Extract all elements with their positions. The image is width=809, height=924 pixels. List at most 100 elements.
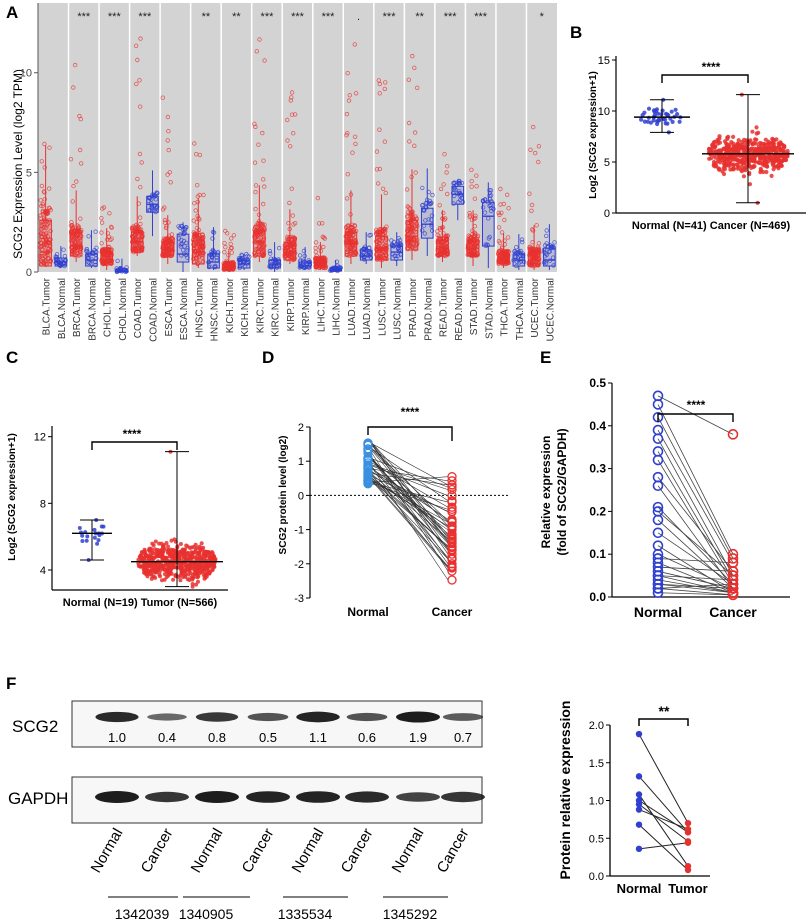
tumor-point (684, 866, 692, 874)
data-point (659, 112, 664, 117)
data-point (285, 257, 290, 262)
significance-marker: *** (108, 11, 122, 23)
data-point (86, 234, 91, 239)
data-point (210, 567, 215, 572)
data-point (721, 171, 727, 177)
data-point (662, 117, 668, 122)
blot-band-scg2 (396, 711, 440, 723)
data-point (179, 237, 184, 243)
normal-point (635, 730, 643, 738)
data-point (48, 228, 53, 234)
data-point (99, 241, 104, 246)
data-point (252, 160, 258, 165)
data-point (189, 545, 194, 550)
sample-id-label: 1342039 (115, 906, 170, 922)
pair-line (657, 438, 734, 576)
data-point (199, 243, 204, 249)
data-point (133, 43, 139, 48)
data-point (196, 552, 201, 557)
blot-band-scg2 (346, 712, 388, 722)
data-point (107, 211, 112, 216)
x-tick-label: LUSC.Tumor (377, 277, 388, 336)
data-point (170, 236, 175, 241)
data-point (190, 582, 195, 586)
data-point (288, 98, 293, 103)
x-category-label: Tumor (668, 881, 707, 896)
data-point (191, 566, 196, 571)
data-point (771, 163, 776, 168)
data-point (185, 544, 190, 549)
data-point (137, 104, 143, 109)
data-point (167, 240, 173, 245)
panel-label-c: C (6, 348, 18, 367)
data-point (169, 555, 174, 560)
data-point (198, 253, 203, 258)
data-point (70, 199, 75, 204)
significance-bracket (91, 441, 178, 450)
y-tick-label: 2.0 (589, 720, 604, 732)
x-tick-label: BLCA.Normal (57, 278, 68, 339)
pair-line (657, 429, 734, 563)
panel-e-ylabel2: (fold of SCG2/GAPDH) (555, 428, 569, 555)
data-point (262, 243, 267, 248)
pair-line (371, 480, 449, 523)
data-point (210, 236, 215, 241)
data-point (731, 167, 736, 172)
x-tick-label: ESCA.Normal (179, 278, 190, 340)
data-point (318, 256, 324, 262)
data-point (129, 225, 135, 230)
blot-band-scg2 (95, 711, 139, 723)
normal-point (635, 773, 643, 780)
data-point (165, 138, 170, 143)
data-point (153, 563, 158, 568)
data-point (350, 150, 355, 155)
data-point (194, 182, 200, 188)
data-point (47, 186, 52, 191)
x-tick-label: KIRP.Tumor (286, 277, 297, 331)
x-tick-label: BRCA.Tumor (72, 277, 83, 337)
data-point (651, 118, 656, 123)
data-point (222, 240, 227, 246)
x-tick-label: THCA.Tumor (500, 277, 511, 336)
x-tick-label: KIRP.Normal (301, 278, 312, 335)
significance-marker: *** (322, 11, 336, 23)
data-point (731, 134, 736, 139)
data-point (182, 553, 187, 558)
data-point (92, 527, 97, 532)
data-point (292, 245, 297, 251)
data-point (162, 217, 168, 223)
band-quantification-label: 0.7 (454, 730, 472, 745)
x-tick-label: LUSC.Normal (393, 278, 404, 340)
data-point (139, 234, 145, 239)
lane-label: Cancer (239, 826, 278, 876)
data-point (210, 247, 216, 253)
normal-point (635, 821, 643, 828)
data-point (766, 155, 772, 160)
data-point (137, 151, 143, 157)
lane-label: Cancer (338, 826, 377, 876)
sample-id-label: 1340905 (179, 906, 234, 922)
data-point (77, 147, 83, 153)
data-point (253, 189, 258, 195)
plot-background (38, 3, 557, 272)
data-point (651, 108, 657, 113)
significance-marker: *** (474, 11, 488, 23)
data-point (197, 571, 202, 576)
box (482, 201, 495, 247)
data-point (162, 546, 166, 550)
data-point (100, 248, 106, 254)
data-point (259, 240, 265, 246)
data-point (270, 264, 275, 269)
data-point (286, 237, 291, 242)
x-tick-label: LIHC.Tumor (316, 277, 327, 332)
data-point (229, 250, 234, 255)
lane-label: Normal (389, 826, 428, 876)
data-point (80, 539, 85, 543)
data-point (289, 112, 295, 117)
y-tick-label: 1.5 (589, 758, 604, 770)
data-point (135, 176, 140, 182)
data-point (769, 141, 774, 146)
data-point (70, 224, 75, 230)
data-point (192, 141, 197, 146)
data-point (254, 49, 259, 54)
